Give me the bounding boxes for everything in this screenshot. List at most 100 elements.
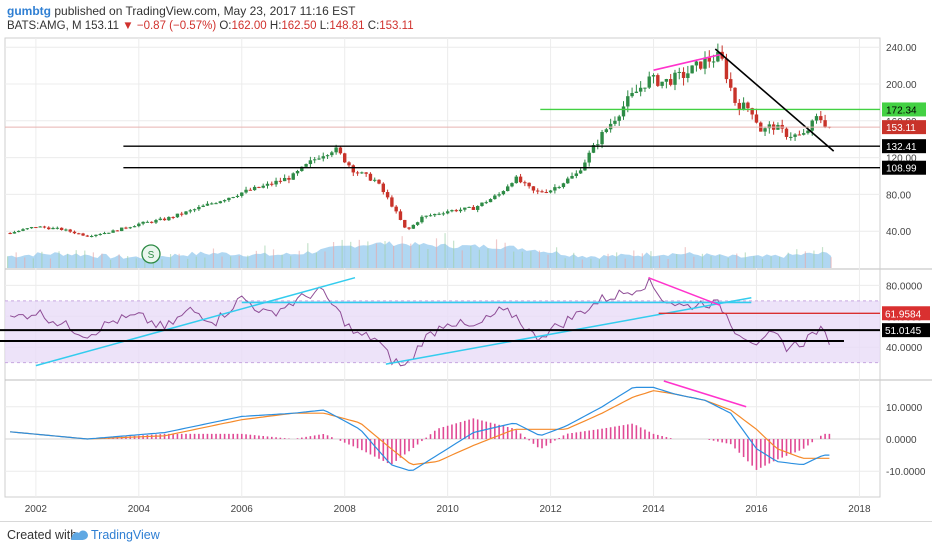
candle-body	[797, 134, 802, 136]
candle-body	[154, 220, 158, 223]
macd-y-tick-label: 0.0000	[886, 435, 917, 446]
candle-body	[596, 144, 600, 146]
tradingview-brand-link[interactable]: TradingView	[91, 528, 160, 542]
candle-body	[115, 230, 120, 232]
candle-body	[291, 173, 295, 180]
candle-body	[694, 61, 699, 66]
candle-body	[441, 213, 446, 215]
rsi-trend-line	[648, 277, 721, 307]
candle-body	[741, 102, 746, 111]
candle-body	[407, 227, 411, 229]
candle-body	[282, 177, 287, 182]
ohlc-close-label: C:	[367, 20, 380, 32]
price-trend-line	[653, 53, 721, 71]
chart-canvas[interactable]: 2002 2004 2006 2008 2010 2012 2014 2016 2018 240.…	[0, 0, 932, 520]
candle-body	[308, 160, 313, 165]
candle-body	[29, 227, 34, 229]
candle-body	[210, 203, 214, 205]
ohlc-high-value: 162.50	[281, 20, 317, 32]
ohlc-close-value: 153.11	[379, 20, 414, 32]
candle-body	[34, 227, 38, 229]
price-label-text: 172.34	[886, 105, 917, 116]
macd-trend-line	[663, 380, 747, 408]
price-y-tick-label: 40.00	[886, 227, 911, 238]
candle-body	[411, 224, 416, 229]
candle-body	[68, 229, 72, 232]
candle-body	[227, 197, 231, 201]
candle-body	[823, 120, 827, 127]
down-arrow-icon: ▼	[122, 20, 134, 32]
symbol-name: BATS:AMG, M	[7, 20, 82, 32]
candle-body	[171, 216, 175, 218]
rsi-level-text: 61.9584	[885, 309, 922, 320]
author-link[interactable]: gumbtg	[7, 4, 51, 18]
candle-body	[643, 87, 647, 89]
candle-body	[218, 201, 223, 204]
price-trend-line	[714, 48, 835, 152]
candle-body	[699, 61, 703, 69]
candle-body	[583, 162, 587, 171]
candle-body	[424, 215, 428, 217]
candle-body	[557, 187, 561, 189]
candle-body	[497, 194, 501, 196]
candle-body	[458, 209, 463, 212]
symbol-legend: BATS:AMG, M 153.11 ▼ −0.87 (−0.57%) O:16…	[7, 20, 414, 32]
candle-body	[107, 232, 111, 234]
candle-body	[651, 75, 656, 77]
candle-body	[484, 202, 488, 204]
candle-body	[613, 120, 617, 124]
candle-body	[711, 61, 716, 63]
x-tick-label: 2014	[642, 504, 665, 515]
candle-body	[158, 218, 162, 221]
macd-y-tick-label: 10.0000	[886, 403, 923, 414]
candle-body	[578, 170, 583, 174]
candle-body	[480, 202, 484, 207]
candle-body	[85, 235, 90, 237]
split-marker-label: S	[148, 250, 155, 261]
footer: Created with TradingView	[0, 521, 932, 551]
candle-body	[17, 230, 21, 233]
candle-body	[767, 124, 772, 129]
candle-body	[381, 183, 386, 193]
candle-body	[673, 72, 677, 85]
candle-body	[587, 152, 591, 163]
rsi-y-tick-label: 80.0000	[886, 281, 923, 292]
candle-body	[201, 205, 205, 207]
candle-body	[377, 179, 381, 184]
candle-body	[98, 234, 102, 236]
candle-body	[42, 226, 47, 228]
price-y-tick-label: 200.00	[886, 80, 917, 91]
candle-body	[278, 180, 283, 182]
candle-body	[8, 233, 12, 235]
candle-body	[445, 211, 450, 214]
candle-body	[604, 129, 609, 133]
candle-body	[347, 162, 351, 166]
candle-body	[252, 186, 257, 191]
candle-body	[317, 158, 321, 160]
ohlc-open-label: O:	[219, 20, 232, 32]
candle-body	[244, 189, 248, 193]
candle-body	[784, 128, 789, 137]
candle-body	[197, 206, 201, 210]
ohlc-low-label: L:	[319, 20, 330, 32]
price-y-tick-label: 120.00	[886, 154, 917, 165]
macd-line	[10, 386, 830, 472]
candle-body	[162, 218, 167, 221]
candle-body	[806, 130, 810, 134]
candle-body	[454, 210, 458, 212]
candle-body	[600, 132, 604, 145]
candle-body	[750, 108, 754, 115]
candle-body	[235, 195, 240, 198]
candle-body	[716, 51, 720, 62]
rsi-y-tick-label: 40.0000	[886, 343, 923, 354]
candle-body	[38, 226, 42, 228]
candle-body	[681, 71, 686, 78]
candle-body	[737, 102, 742, 111]
candle-body	[437, 213, 441, 215]
candle-body	[240, 192, 244, 196]
candle-body	[368, 173, 373, 181]
candle-body	[334, 147, 338, 153]
candle-body	[398, 211, 403, 220]
candle-body	[566, 178, 570, 184]
candle-body	[214, 203, 218, 205]
